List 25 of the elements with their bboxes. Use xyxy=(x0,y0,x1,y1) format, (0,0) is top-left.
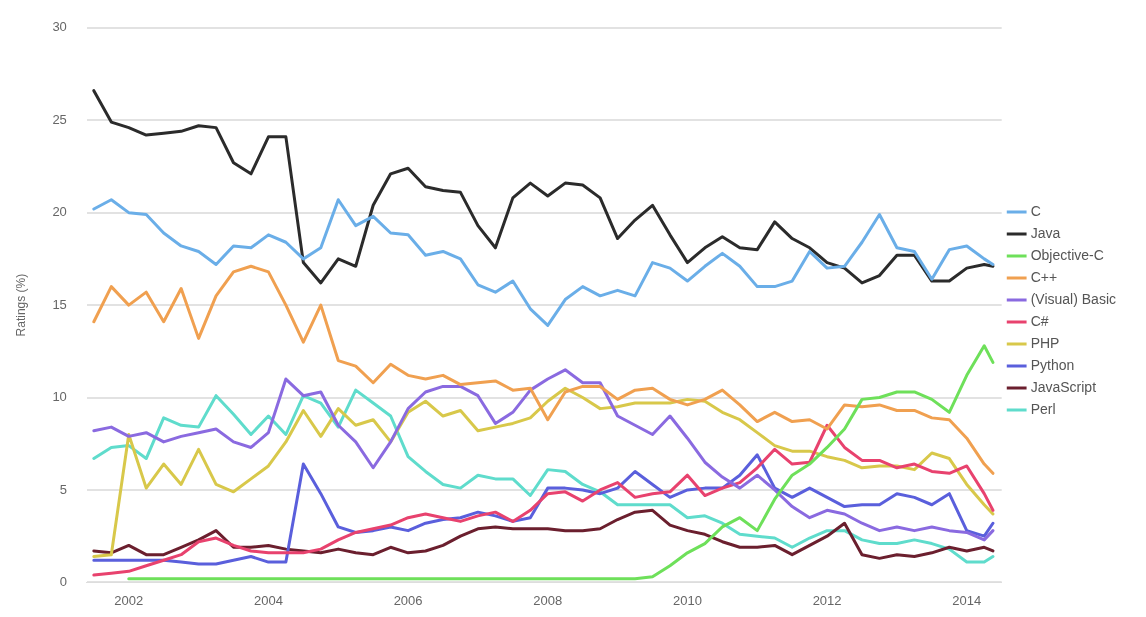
legend-label: PHP xyxy=(1030,334,1060,351)
x-tick-label: 2014 xyxy=(952,592,982,608)
legend-label: (Visual) Basic xyxy=(1030,290,1116,307)
legend-label: C xyxy=(1030,202,1041,219)
legend-label: Python xyxy=(1030,356,1075,373)
y-tick-label: 20 xyxy=(52,204,67,220)
y-tick-label: 25 xyxy=(52,111,67,127)
y-tick-label: 30 xyxy=(52,19,67,35)
x-tick-label: 2006 xyxy=(393,592,423,608)
legend-label: JavaScript xyxy=(1030,378,1097,395)
legend-label: Java xyxy=(1030,224,1061,241)
legend-label: Perl xyxy=(1030,400,1056,417)
x-tick-label: 2002 xyxy=(114,592,144,608)
x-tick-label: 2012 xyxy=(812,592,842,608)
legend-label: Objective-C xyxy=(1030,246,1104,263)
y-tick-label: 15 xyxy=(52,296,67,312)
y-axis-title: Ratings (%) xyxy=(13,273,28,337)
x-tick-label: 2008 xyxy=(533,592,563,608)
y-tick-label: 10 xyxy=(52,389,67,405)
x-tick-label: 2004 xyxy=(253,592,283,608)
y-tick-label: 0 xyxy=(59,573,67,589)
y-tick-label: 5 xyxy=(59,481,67,497)
x-tick-label: 2010 xyxy=(672,592,702,608)
legend-label: C# xyxy=(1030,312,1049,329)
legend-label: C++ xyxy=(1030,268,1058,285)
